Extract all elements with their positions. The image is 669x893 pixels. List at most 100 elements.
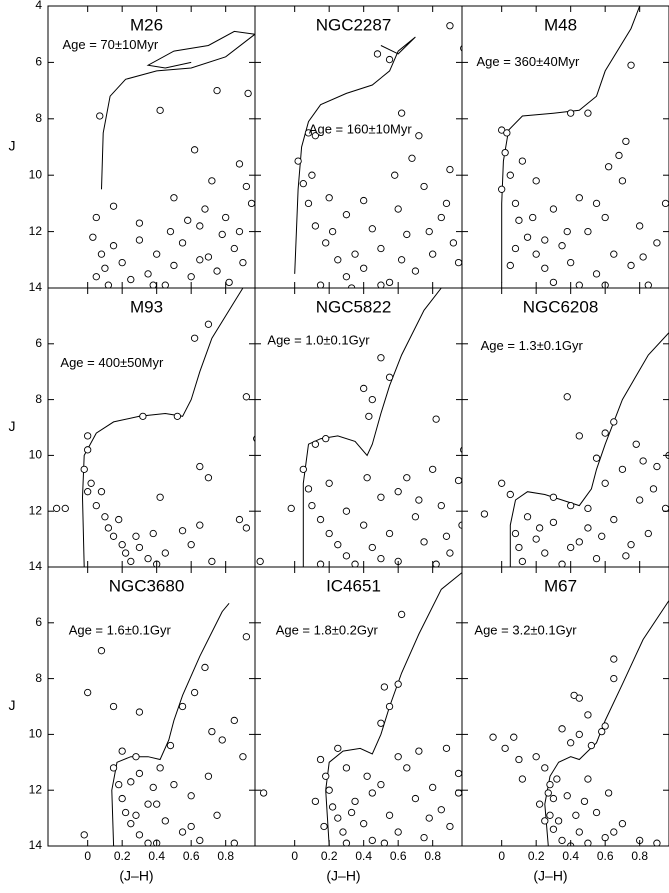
star: [454, 476, 462, 485]
star: [449, 239, 458, 247]
isochrone: [294, 36, 416, 274]
star: [322, 239, 330, 247]
star: [127, 778, 135, 786]
star: [515, 543, 523, 552]
plot-area: [294, 22, 462, 288]
star: [546, 780, 554, 789]
star: [532, 250, 540, 258]
star: [80, 465, 88, 473]
star: [385, 702, 394, 711]
panel: 0 0.2 0.4 0.6 0.8 M67 Age = 3.2±0.1Gyr (J–H): [461, 566, 669, 884]
star: [109, 532, 118, 540]
isochrone: [544, 600, 669, 846]
star: [97, 488, 106, 496]
star: [661, 504, 669, 513]
x-tick-label: 0.6: [183, 849, 200, 863]
star: [196, 836, 204, 845]
star: [558, 725, 566, 733]
star: [523, 513, 532, 521]
star: [385, 811, 394, 819]
star: [429, 783, 437, 792]
panel-title: M48: [544, 15, 577, 34]
star: [511, 244, 520, 253]
star: [144, 270, 152, 278]
star: [225, 278, 233, 287]
star: [351, 797, 359, 806]
y-tick-label: 8: [35, 111, 42, 125]
star: [639, 253, 647, 261]
star: [377, 780, 385, 789]
y-axis-label: J: [9, 418, 16, 434]
star: [584, 839, 592, 846]
y-tick-label: 6: [35, 336, 42, 350]
star: [397, 256, 406, 264]
star: [97, 647, 106, 655]
panel-title: M26: [130, 15, 163, 34]
star: [437, 806, 445, 814]
star: [239, 258, 247, 267]
star: [558, 560, 566, 567]
star: [610, 418, 618, 426]
age-annotation: Age = 1.3±0.1Gyr: [481, 338, 584, 353]
star: [397, 610, 406, 619]
star: [325, 479, 333, 487]
star: [166, 741, 175, 750]
star: [325, 529, 333, 538]
star: [80, 831, 88, 839]
x-tick-label: 0.8: [217, 849, 234, 863]
star: [144, 800, 152, 808]
age-annotation: Age = 400±50Myr: [60, 355, 164, 370]
panel: NGC5822 Age = 1.0±0.1Gyr: [254, 287, 463, 568]
star: [425, 227, 433, 236]
star: [518, 557, 527, 566]
star: [515, 216, 523, 224]
star: [247, 199, 255, 208]
star: [506, 171, 514, 179]
star: [584, 504, 592, 513]
star: [132, 811, 140, 819]
star: [532, 753, 540, 761]
star: [121, 808, 130, 817]
y-axis-label: J: [9, 138, 16, 154]
star: [109, 764, 118, 772]
star: [135, 831, 144, 839]
star: [308, 501, 316, 510]
star: [377, 354, 385, 362]
star: [553, 775, 561, 783]
star: [201, 205, 209, 213]
star: [334, 541, 342, 549]
plot-area: [80, 602, 251, 846]
star: [489, 733, 497, 741]
star: [587, 741, 596, 750]
star: [420, 182, 428, 191]
star: [342, 839, 351, 846]
y-tick-label: 8: [35, 671, 42, 685]
x-axis-label: (J–H): [119, 868, 153, 884]
star: [190, 146, 199, 154]
star: [230, 716, 238, 725]
plot-area: [256, 288, 462, 567]
star: [230, 244, 238, 253]
y-tick-label: 10: [29, 448, 43, 462]
star: [567, 739, 575, 747]
star: [592, 454, 601, 462]
x-tick-label: 0.8: [631, 849, 648, 863]
star: [377, 244, 385, 253]
star: [506, 261, 514, 270]
star: [156, 493, 164, 501]
star: [256, 557, 264, 566]
star: [601, 429, 609, 437]
plot-area: [52, 288, 255, 567]
star: [380, 683, 389, 691]
plot-area: [498, 6, 669, 288]
star: [92, 501, 100, 510]
star: [368, 836, 376, 845]
star: [132, 532, 140, 540]
panel-title: M67: [544, 576, 577, 595]
star: [549, 794, 558, 803]
star: [161, 549, 169, 557]
star: [368, 543, 376, 552]
star: [535, 800, 544, 808]
star: [316, 755, 325, 764]
star: [415, 496, 423, 504]
